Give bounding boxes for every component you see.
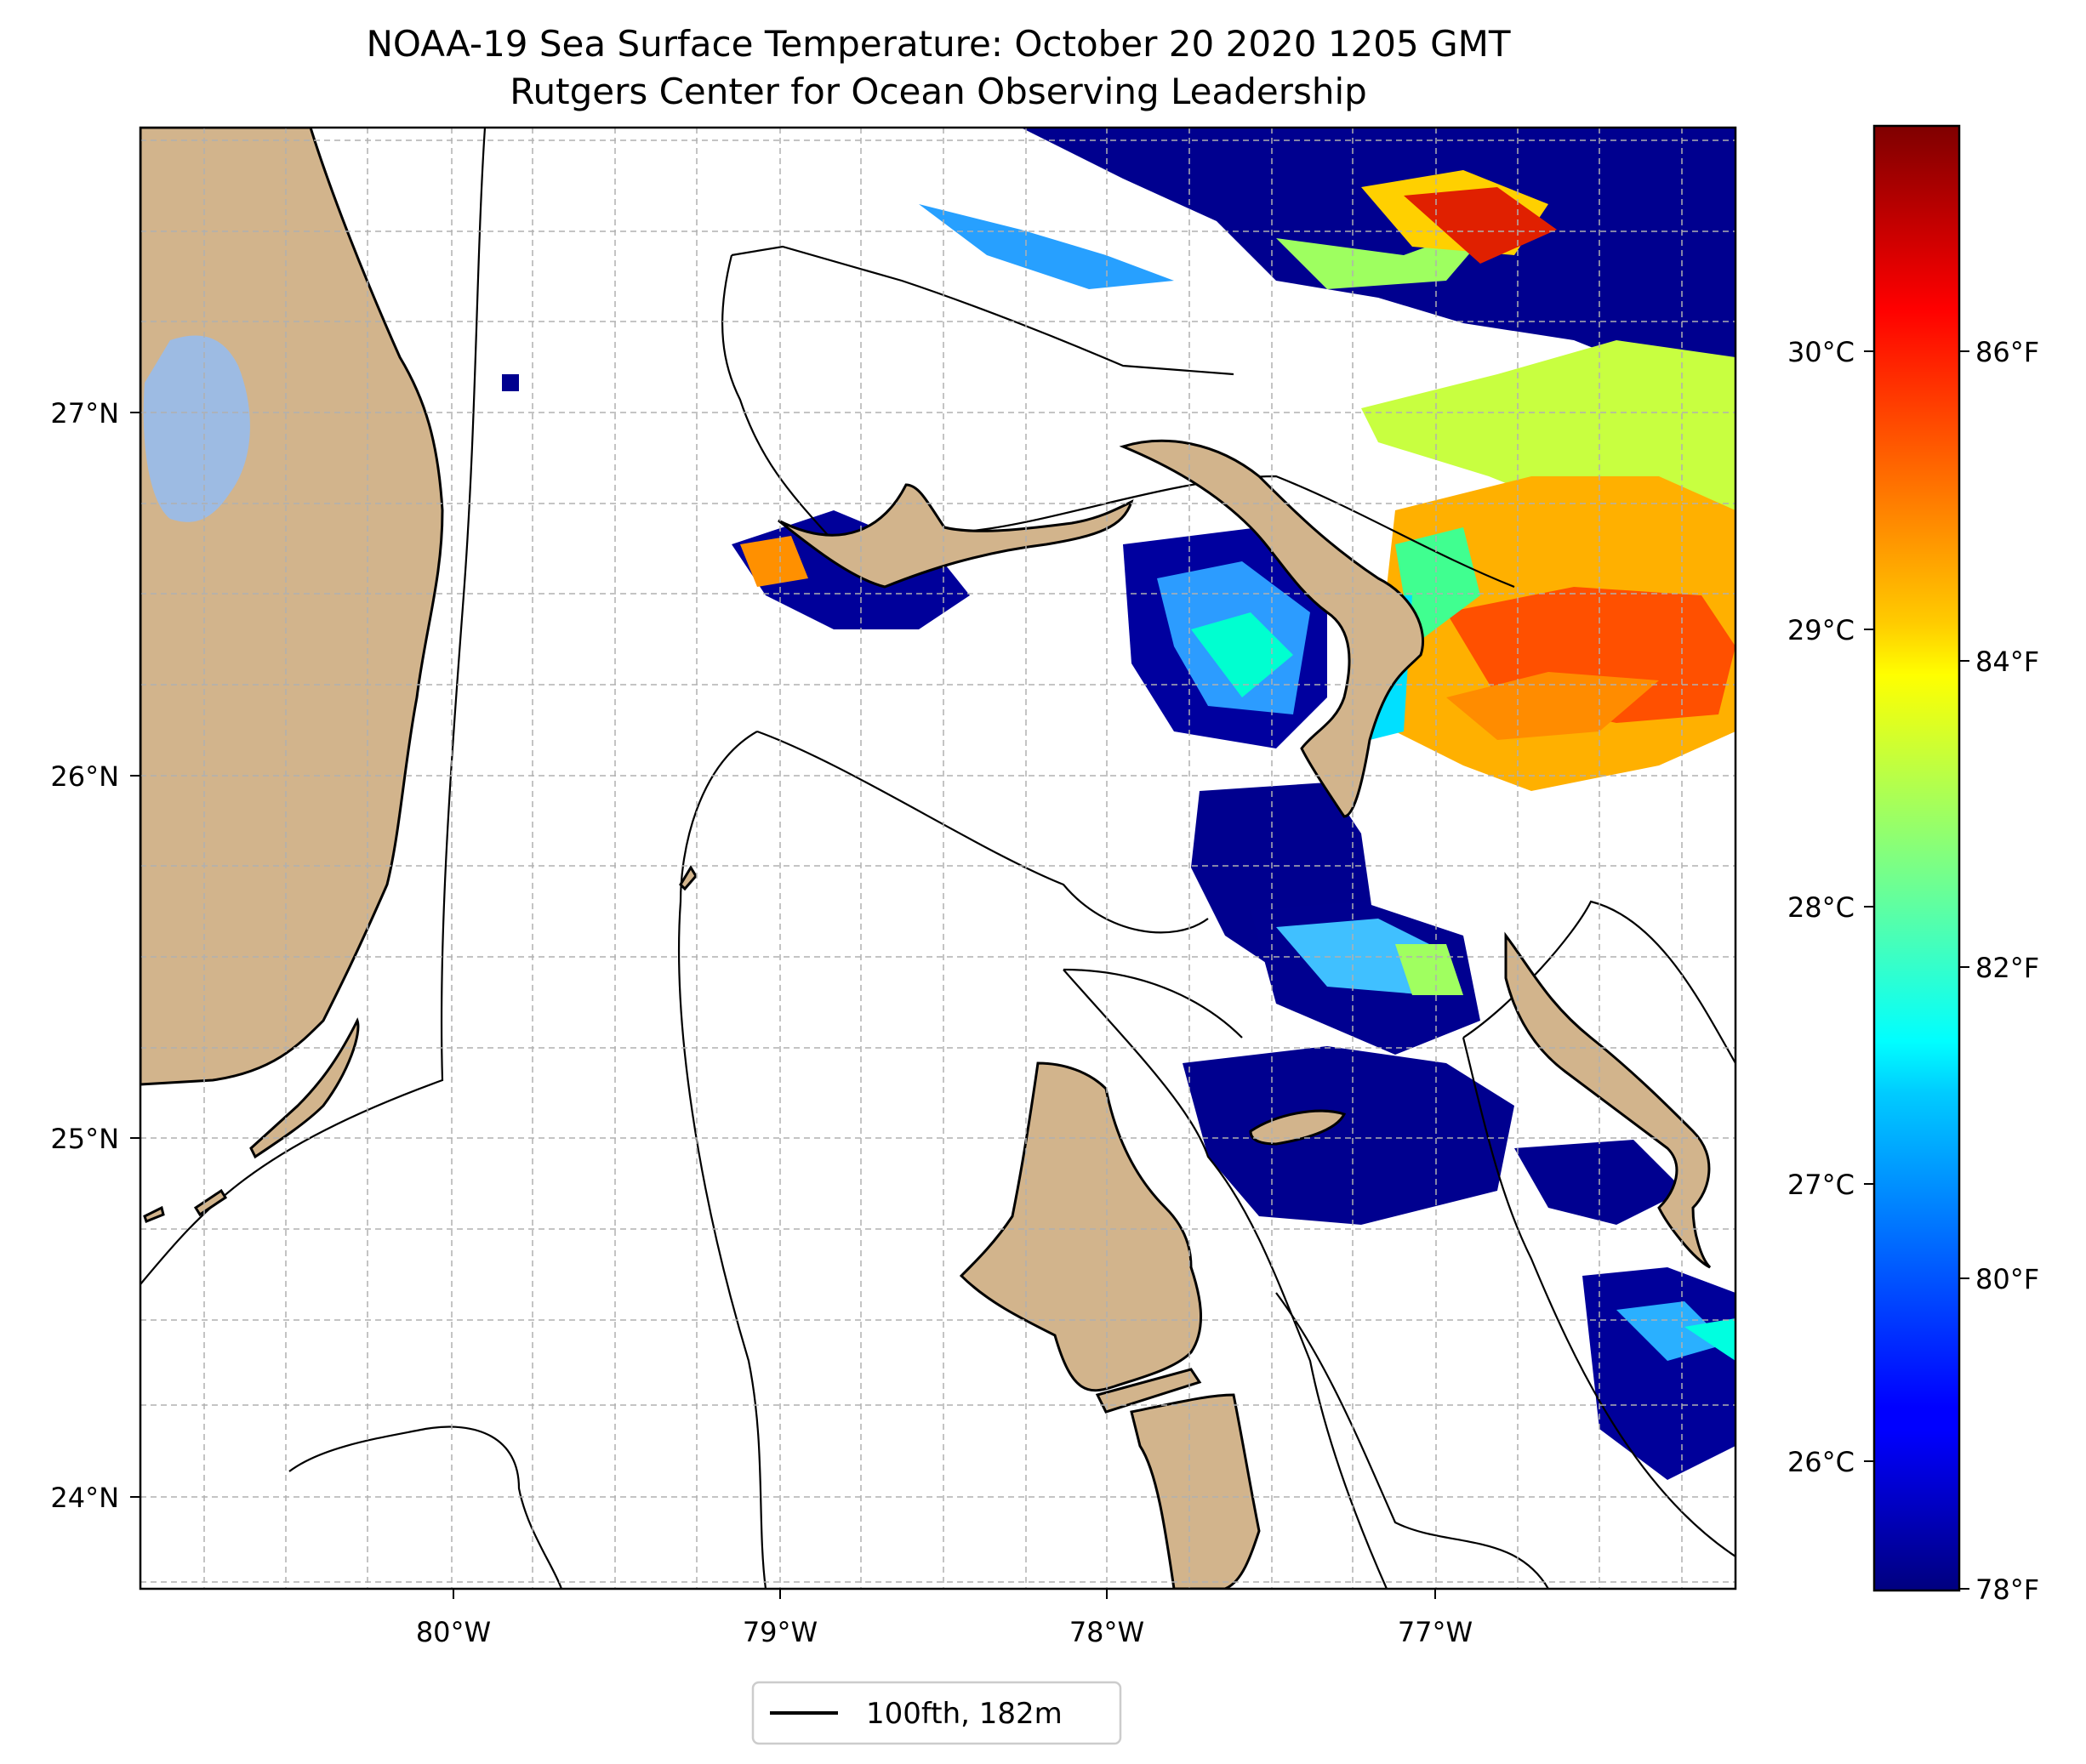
map-area xyxy=(140,128,1735,1589)
florida-keys xyxy=(249,1017,360,1159)
x-tick-label-79w: 79°W xyxy=(743,1616,818,1648)
y-tick-label-26n: 26°N xyxy=(50,760,119,793)
grand-bahama-island xyxy=(778,483,1134,589)
andros-island xyxy=(959,1061,1202,1392)
colorbar-label-28c: 28°C xyxy=(1787,891,1855,924)
colorbar-label-78f: 78°F xyxy=(1975,1573,2039,1606)
map-frame xyxy=(139,126,1737,1590)
legend-entry-isobath: 100fth, 182m xyxy=(866,1697,1063,1731)
colorbar-label-27c: 27°C xyxy=(1787,1169,1855,1201)
map-title-line1: NOAA-19 Sea Surface Temperature: October… xyxy=(366,23,1510,65)
axis-ticks xyxy=(130,412,1436,1599)
map-title-line2: Rutgers Center for Ocean Observing Leade… xyxy=(510,71,1367,112)
colorbar-label-29c: 29°C xyxy=(1787,614,1855,646)
lake-okeechobee xyxy=(143,335,250,522)
great-abaco-island xyxy=(1119,439,1425,818)
colorbar-label-82f: 82°F xyxy=(1975,952,2039,984)
sst-data-layer xyxy=(502,128,1735,1480)
colorbar-label-80f: 80°F xyxy=(1975,1263,2039,1295)
legend: 100fth, 182m xyxy=(751,1681,1122,1745)
x-tick-label-77w: 77°W xyxy=(1398,1616,1473,1648)
y-tick-label-24n: 24°N xyxy=(50,1482,119,1514)
x-tick-label-78w: 78°W xyxy=(1069,1616,1144,1648)
isobath-lines xyxy=(140,128,1735,1589)
y-tick-label-25n: 25°N xyxy=(50,1123,119,1155)
colorbar-label-84f: 84°F xyxy=(1975,646,2039,678)
colorbar-label-30c: 30°C xyxy=(1787,336,1855,368)
eleuthera-island xyxy=(1504,931,1712,1269)
colorbar-label-86f: 86°F xyxy=(1975,336,2039,368)
colorbar-label-26c: 26°C xyxy=(1787,1446,1855,1478)
y-tick-label-27n: 27°N xyxy=(50,397,119,430)
new-providence-island xyxy=(1249,1109,1347,1146)
x-tick-label-80w: 80°W xyxy=(416,1616,491,1648)
colorbar xyxy=(1872,124,1961,1592)
colorbar-ticks xyxy=(1864,350,1969,1590)
gridlines xyxy=(140,128,1735,1589)
